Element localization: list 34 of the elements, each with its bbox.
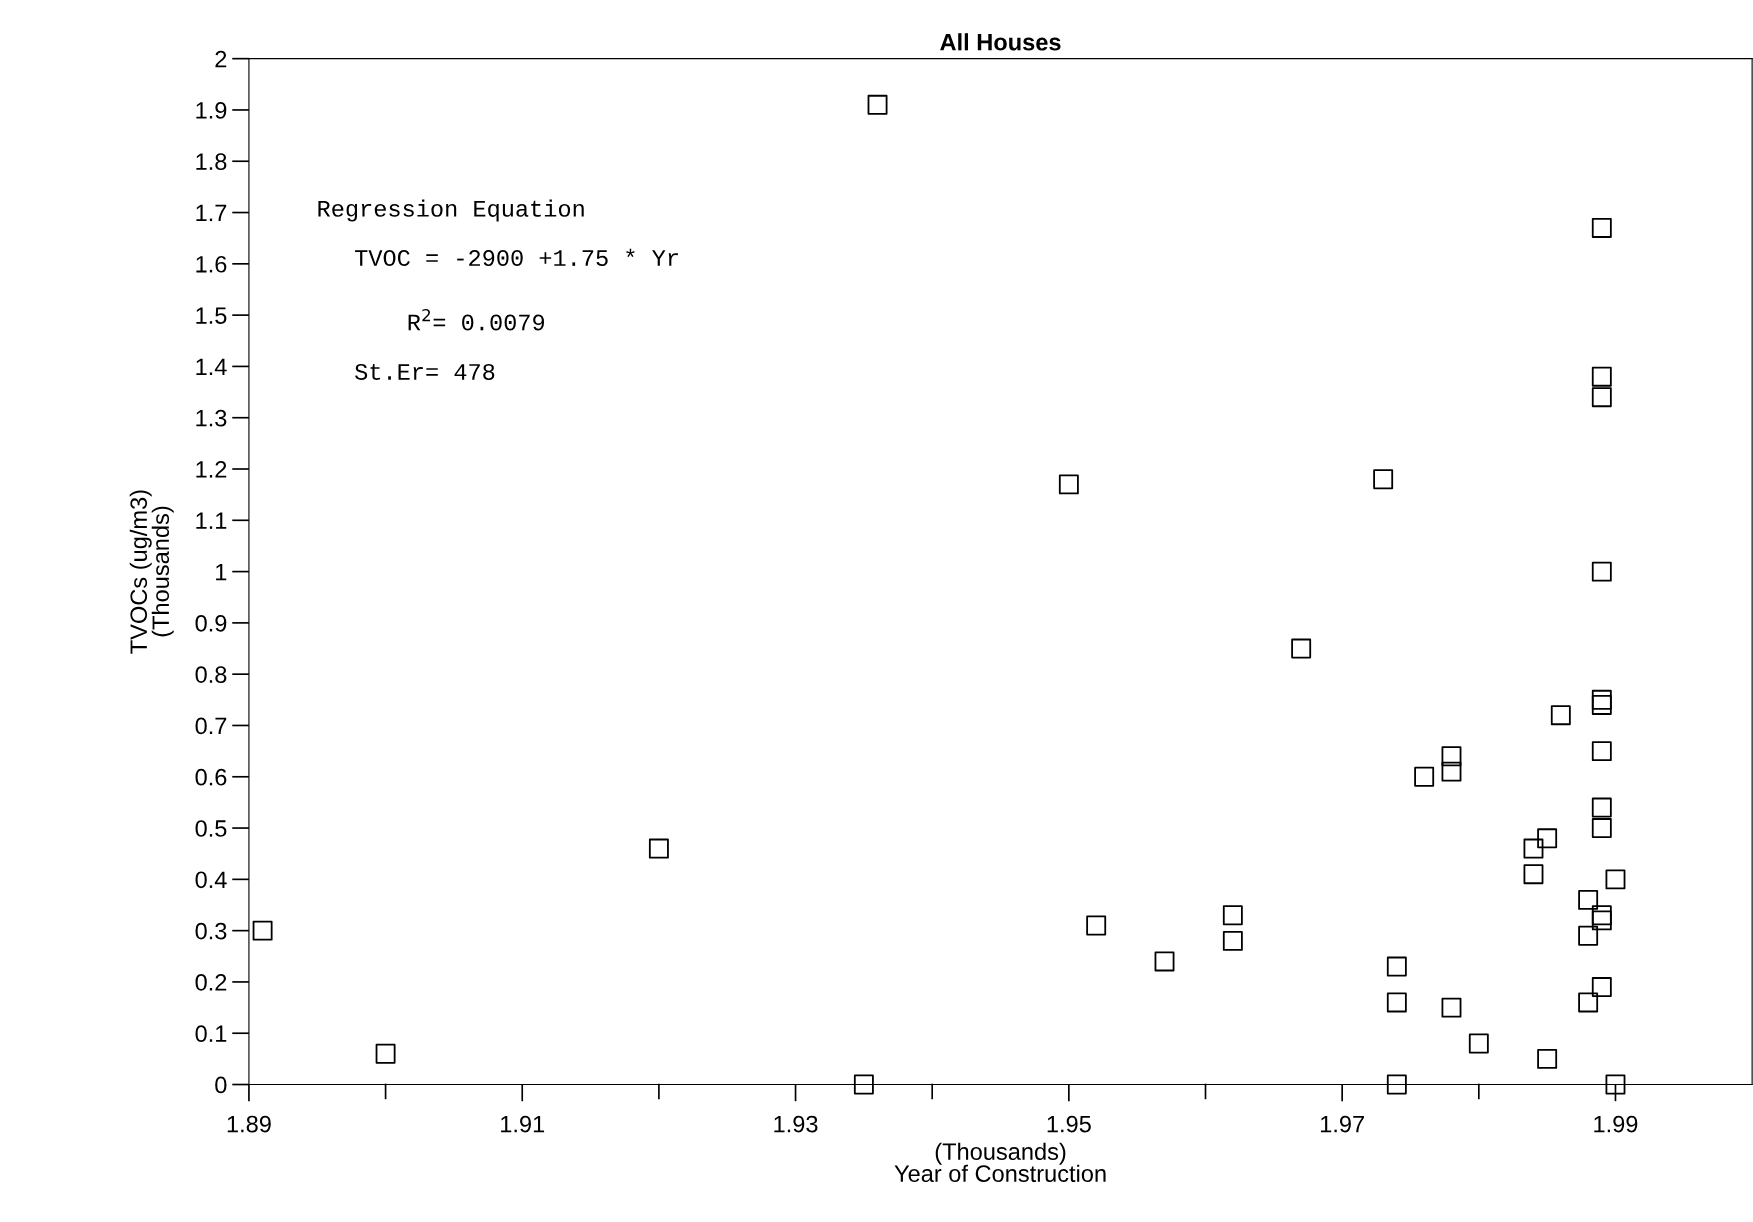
annotation: TVOC = -2900 +1.75 * Yr (355, 248, 678, 267)
y-tick-label: 1 (216, 563, 227, 581)
y-tick-label: 1.2 (196, 461, 227, 478)
annotation: St.Er= 478 (355, 363, 495, 380)
y-tick-label: 0.4 (195, 871, 227, 889)
y-axis-title: TVOCs (ug/m3) (Thousands) (129, 490, 174, 654)
y-tick-label: 2 (215, 50, 227, 68)
x-tick-label: 1.99 (1594, 1115, 1638, 1133)
x-tick-label: 1.91 (501, 1115, 545, 1133)
y-tick-label: 0 (215, 1076, 227, 1094)
annotation: Regression Equation (318, 199, 584, 222)
y-tick-label: 0.6 (195, 768, 227, 786)
y-tick-label: 0.2 (195, 974, 227, 991)
y-tick-label: 1.8 (196, 153, 227, 171)
x-tick-label: 1.93 (774, 1115, 818, 1133)
y-tick-label: 1.6 (196, 255, 227, 273)
x-tick-label: 1.95 (1047, 1115, 1091, 1133)
y-tick-label: 1.7 (196, 204, 227, 222)
x-tick-label: 1.89 (227, 1115, 271, 1133)
y-tick-label: 0.3 (195, 922, 227, 940)
y-tick-label: 1.5 (196, 307, 227, 324)
chart-title: All Houses (940, 33, 1061, 51)
y-tick-label: 0.8 (195, 666, 227, 683)
y-tick-label: 1.3 (196, 409, 227, 427)
x-axis-title: (Thousands) Year of Construction (894, 1142, 1106, 1182)
x-tick-label: 1.97 (1320, 1115, 1364, 1133)
y-tick-label: 1.1 (196, 512, 227, 529)
y-tick-label: 1.9 (196, 102, 227, 119)
y-tick-label: 1.4 (196, 358, 227, 375)
y-tick-label: 0.7 (195, 717, 227, 735)
y-tick-label: 0.5 (195, 820, 227, 837)
y-tick-label: 0.9 (195, 614, 227, 632)
y-tick-label: 0.1 (195, 1025, 227, 1043)
annotation: R$^{2}$= 0.0079 (408, 308, 545, 331)
